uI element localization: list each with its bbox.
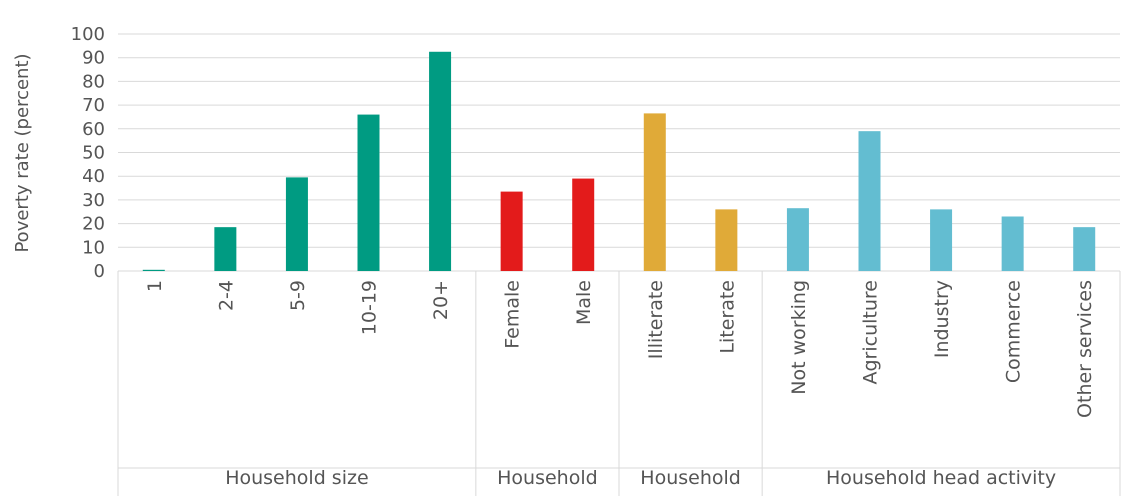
category-label: Male bbox=[573, 280, 595, 325]
group-separators bbox=[117, 271, 1121, 496]
bar-5-9 bbox=[285, 177, 308, 271]
y-tick-label: 50 bbox=[82, 143, 105, 164]
category-label: 2-4 bbox=[215, 280, 237, 311]
y-tick-label: 80 bbox=[82, 71, 105, 92]
y-tick-label: 60 bbox=[82, 119, 105, 140]
bar-female bbox=[500, 191, 523, 271]
category-label: Illiterate bbox=[645, 280, 667, 359]
gridlines bbox=[118, 33, 1120, 272]
group-label: Household head activity bbox=[826, 467, 1056, 489]
y-tick-label: 10 bbox=[82, 237, 105, 258]
y-tick-label: 20 bbox=[82, 214, 105, 235]
category-label: 20+ bbox=[430, 280, 452, 320]
y-tick-label: 70 bbox=[82, 95, 105, 116]
bar-commerce bbox=[1001, 216, 1024, 271]
bar-illiterate bbox=[643, 113, 666, 272]
y-tick-label: 90 bbox=[82, 48, 105, 69]
y-axis-label: Poverty rate (percent) bbox=[12, 53, 33, 252]
category-label: Other services bbox=[1074, 280, 1096, 418]
y-tick-label: 40 bbox=[82, 166, 105, 187]
bar-2-4 bbox=[214, 227, 237, 271]
category-label: Female bbox=[502, 280, 524, 349]
category-label: 1 bbox=[144, 280, 166, 292]
group-label: Household bbox=[640, 467, 741, 489]
bar-literate bbox=[715, 209, 738, 271]
category-label: Agriculture bbox=[860, 280, 882, 385]
category-label: 5-9 bbox=[287, 280, 309, 311]
y-tick-label: 0 bbox=[94, 261, 105, 282]
group-label: Household bbox=[497, 467, 598, 489]
bar-not-working bbox=[786, 208, 809, 271]
category-label: Commerce bbox=[1003, 280, 1025, 383]
bar-other-services bbox=[1073, 227, 1096, 271]
group-label: Household size bbox=[225, 467, 368, 489]
y-tick-label: 100 bbox=[71, 24, 105, 45]
bar-10-19 bbox=[357, 114, 380, 271]
bars bbox=[142, 51, 1096, 272]
category-label: Not working bbox=[788, 280, 810, 395]
bar-20- bbox=[429, 51, 452, 272]
category-labels: 1 2-4 5-9 10-19 20+ Female Male Illiterate Liter… bbox=[144, 280, 1096, 418]
category-label: Industry bbox=[931, 280, 953, 358]
bar-industry bbox=[930, 209, 953, 271]
bar-agriculture bbox=[858, 131, 881, 271]
bar-male bbox=[572, 178, 595, 271]
bar-1 bbox=[142, 269, 165, 271]
y-tick-label: 30 bbox=[82, 190, 105, 211]
group-labels: Household size Household Household Househol… bbox=[225, 467, 1056, 489]
category-label: 10-19 bbox=[359, 280, 381, 335]
category-label: Literate bbox=[716, 280, 738, 354]
